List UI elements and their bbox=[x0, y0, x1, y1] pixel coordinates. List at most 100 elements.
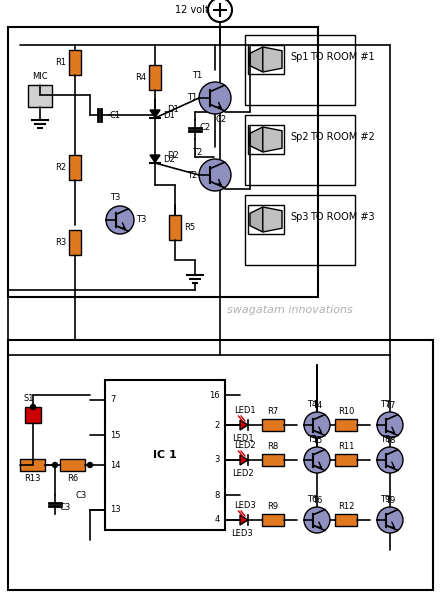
Text: T6: T6 bbox=[307, 495, 317, 504]
Text: R8: R8 bbox=[267, 442, 279, 451]
Bar bbox=[60, 459, 85, 471]
Circle shape bbox=[52, 463, 57, 467]
Circle shape bbox=[377, 447, 403, 473]
Text: 3: 3 bbox=[215, 455, 220, 464]
Text: D2: D2 bbox=[163, 155, 175, 164]
Polygon shape bbox=[250, 47, 263, 72]
Text: LED1: LED1 bbox=[232, 434, 253, 443]
Text: Sp1: Sp1 bbox=[290, 52, 309, 62]
Text: T6: T6 bbox=[312, 496, 322, 505]
Text: LED3: LED3 bbox=[232, 529, 254, 538]
Text: 12 volts DC: 12 volts DC bbox=[175, 5, 232, 15]
Text: 13: 13 bbox=[110, 505, 121, 514]
Text: R4: R4 bbox=[135, 73, 146, 82]
Bar bbox=[335, 454, 357, 466]
Bar bbox=[69, 230, 81, 255]
Text: T7: T7 bbox=[385, 401, 395, 410]
Text: T5: T5 bbox=[312, 436, 322, 445]
Bar bbox=[335, 419, 357, 431]
Text: swagatam innovations: swagatam innovations bbox=[227, 305, 353, 315]
Text: C3: C3 bbox=[75, 491, 86, 499]
Text: C3: C3 bbox=[60, 503, 71, 511]
Polygon shape bbox=[250, 127, 263, 152]
Bar bbox=[8, 340, 433, 590]
Bar bbox=[25, 407, 41, 423]
Bar bbox=[248, 205, 284, 234]
Text: T2: T2 bbox=[192, 148, 202, 157]
Bar bbox=[248, 45, 284, 74]
Text: LED2: LED2 bbox=[232, 469, 253, 478]
Text: Sp3: Sp3 bbox=[290, 212, 309, 222]
Circle shape bbox=[377, 412, 403, 438]
Text: R5: R5 bbox=[184, 223, 195, 232]
Text: T4: T4 bbox=[307, 400, 317, 409]
Text: T9: T9 bbox=[380, 495, 390, 504]
Text: TO ROOM #3: TO ROOM #3 bbox=[310, 212, 374, 222]
Text: 16: 16 bbox=[209, 391, 220, 400]
Text: 15: 15 bbox=[110, 431, 120, 439]
Circle shape bbox=[199, 82, 231, 114]
Circle shape bbox=[199, 159, 231, 191]
Text: T8: T8 bbox=[385, 436, 395, 445]
Polygon shape bbox=[240, 515, 248, 525]
Text: D1: D1 bbox=[167, 106, 179, 115]
Text: T2: T2 bbox=[187, 170, 197, 179]
Bar bbox=[245, 195, 355, 265]
Text: 4: 4 bbox=[215, 515, 220, 524]
Circle shape bbox=[304, 412, 330, 438]
Text: T7: T7 bbox=[380, 400, 390, 409]
Bar bbox=[105, 380, 225, 530]
Text: R2: R2 bbox=[55, 163, 66, 172]
Circle shape bbox=[304, 447, 330, 473]
Polygon shape bbox=[263, 127, 282, 152]
Text: R3: R3 bbox=[55, 238, 66, 247]
Bar bbox=[69, 155, 81, 180]
Circle shape bbox=[30, 404, 35, 409]
Text: T1: T1 bbox=[187, 94, 197, 103]
Circle shape bbox=[106, 206, 134, 234]
Bar bbox=[169, 215, 181, 240]
Text: R10: R10 bbox=[338, 407, 354, 416]
Text: LED1: LED1 bbox=[234, 406, 256, 415]
Bar bbox=[8, 27, 318, 297]
Polygon shape bbox=[240, 455, 248, 465]
Bar bbox=[262, 419, 284, 431]
Text: IC 1: IC 1 bbox=[153, 450, 177, 460]
Text: D2: D2 bbox=[167, 151, 179, 160]
Text: C2: C2 bbox=[200, 124, 211, 133]
Text: T9: T9 bbox=[385, 496, 395, 505]
Text: R7: R7 bbox=[267, 407, 279, 416]
Text: T8: T8 bbox=[380, 435, 390, 444]
Text: TO ROOM #1: TO ROOM #1 bbox=[310, 52, 374, 62]
Text: 14: 14 bbox=[110, 461, 120, 469]
Text: D1: D1 bbox=[163, 110, 175, 119]
Bar bbox=[245, 115, 355, 185]
Text: R11: R11 bbox=[338, 442, 354, 451]
Polygon shape bbox=[240, 420, 248, 430]
Text: R6: R6 bbox=[67, 474, 78, 483]
Bar bbox=[149, 65, 161, 90]
Bar bbox=[28, 85, 52, 107]
Bar bbox=[245, 35, 355, 105]
Bar bbox=[262, 454, 284, 466]
Text: 8: 8 bbox=[215, 491, 220, 499]
Text: T4: T4 bbox=[312, 401, 322, 410]
Circle shape bbox=[377, 507, 403, 533]
Text: R9: R9 bbox=[267, 502, 279, 511]
Polygon shape bbox=[263, 47, 282, 72]
Polygon shape bbox=[250, 207, 263, 232]
Bar bbox=[248, 125, 284, 154]
Text: R1: R1 bbox=[55, 58, 66, 67]
Polygon shape bbox=[150, 110, 160, 118]
Text: R13: R13 bbox=[24, 474, 41, 483]
Bar bbox=[69, 50, 81, 75]
Text: T5: T5 bbox=[307, 435, 317, 444]
Text: C2: C2 bbox=[215, 115, 226, 124]
Text: T3: T3 bbox=[110, 193, 120, 202]
Circle shape bbox=[304, 507, 330, 533]
Bar bbox=[20, 459, 45, 471]
Bar bbox=[335, 514, 357, 526]
Polygon shape bbox=[150, 155, 160, 163]
Text: T1: T1 bbox=[192, 71, 202, 80]
Text: T3: T3 bbox=[136, 215, 146, 224]
